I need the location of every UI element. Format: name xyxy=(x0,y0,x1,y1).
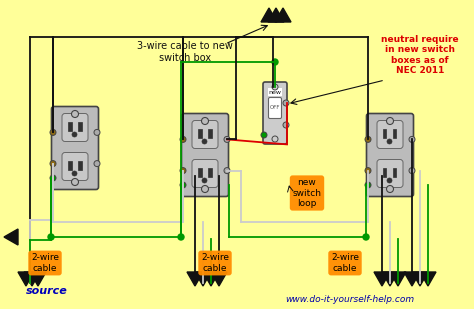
Polygon shape xyxy=(211,272,227,286)
Circle shape xyxy=(48,234,54,240)
Circle shape xyxy=(50,129,56,135)
FancyBboxPatch shape xyxy=(192,121,218,149)
Text: www.do-it-yourself-help.com: www.do-it-yourself-help.com xyxy=(285,294,415,303)
Polygon shape xyxy=(187,272,203,286)
Polygon shape xyxy=(412,272,428,286)
FancyBboxPatch shape xyxy=(268,98,282,118)
FancyBboxPatch shape xyxy=(208,129,211,138)
Circle shape xyxy=(283,100,289,106)
Circle shape xyxy=(72,111,79,117)
Circle shape xyxy=(386,117,393,125)
FancyBboxPatch shape xyxy=(192,159,218,188)
Circle shape xyxy=(365,136,371,142)
Polygon shape xyxy=(275,8,291,22)
Polygon shape xyxy=(390,272,406,286)
Circle shape xyxy=(386,185,393,193)
Circle shape xyxy=(409,167,415,174)
FancyBboxPatch shape xyxy=(78,121,82,130)
Circle shape xyxy=(180,136,186,142)
Polygon shape xyxy=(195,272,211,286)
Text: neutral require
in new switch
boxes as of
NEC 2011: neutral require in new switch boxes as o… xyxy=(381,35,459,75)
Circle shape xyxy=(50,175,56,181)
Circle shape xyxy=(94,129,100,135)
Text: 2-wire
cable: 2-wire cable xyxy=(201,253,229,273)
FancyBboxPatch shape xyxy=(393,167,396,176)
Circle shape xyxy=(72,132,77,137)
Polygon shape xyxy=(4,229,18,245)
FancyBboxPatch shape xyxy=(198,129,201,138)
Polygon shape xyxy=(404,272,420,286)
Circle shape xyxy=(224,167,230,174)
Circle shape xyxy=(272,136,278,142)
Circle shape xyxy=(409,136,415,142)
FancyBboxPatch shape xyxy=(62,113,88,142)
FancyBboxPatch shape xyxy=(393,129,396,138)
FancyBboxPatch shape xyxy=(198,167,201,176)
FancyBboxPatch shape xyxy=(52,107,99,189)
Polygon shape xyxy=(30,272,46,286)
Circle shape xyxy=(178,234,184,240)
Circle shape xyxy=(202,178,207,183)
Text: 2-wire
cable: 2-wire cable xyxy=(31,253,59,273)
Polygon shape xyxy=(261,8,277,22)
Text: new
switch
loop: new switch loop xyxy=(292,178,321,208)
FancyBboxPatch shape xyxy=(208,167,211,176)
FancyBboxPatch shape xyxy=(383,167,386,176)
FancyBboxPatch shape xyxy=(377,121,403,149)
Polygon shape xyxy=(203,272,219,286)
Circle shape xyxy=(224,136,230,142)
Polygon shape xyxy=(374,272,390,286)
Circle shape xyxy=(272,59,278,65)
FancyBboxPatch shape xyxy=(78,160,82,170)
Circle shape xyxy=(201,117,209,125)
FancyBboxPatch shape xyxy=(182,113,228,197)
Polygon shape xyxy=(18,272,34,286)
Circle shape xyxy=(94,161,100,167)
Circle shape xyxy=(202,139,207,144)
FancyBboxPatch shape xyxy=(268,88,282,96)
Circle shape xyxy=(50,161,56,167)
Circle shape xyxy=(363,234,369,240)
Circle shape xyxy=(72,171,77,176)
Circle shape xyxy=(365,182,371,188)
FancyBboxPatch shape xyxy=(383,129,386,138)
FancyBboxPatch shape xyxy=(62,153,88,180)
Text: source: source xyxy=(26,286,68,296)
Text: new: new xyxy=(268,90,282,95)
FancyBboxPatch shape xyxy=(366,113,413,197)
FancyBboxPatch shape xyxy=(68,160,72,170)
Polygon shape xyxy=(268,8,284,22)
Circle shape xyxy=(72,179,79,185)
Circle shape xyxy=(387,178,392,183)
Circle shape xyxy=(261,132,267,138)
FancyBboxPatch shape xyxy=(263,82,287,144)
Circle shape xyxy=(387,139,392,144)
FancyBboxPatch shape xyxy=(377,159,403,188)
Circle shape xyxy=(365,167,371,174)
Text: 2-wire
cable: 2-wire cable xyxy=(331,253,359,273)
Text: OFF: OFF xyxy=(270,104,280,109)
FancyBboxPatch shape xyxy=(68,121,72,130)
Polygon shape xyxy=(420,272,436,286)
Circle shape xyxy=(180,167,186,174)
Circle shape xyxy=(180,182,186,188)
Polygon shape xyxy=(382,272,398,286)
Circle shape xyxy=(283,122,289,128)
Text: 3-wire cable to new
switch box: 3-wire cable to new switch box xyxy=(137,41,233,63)
Circle shape xyxy=(201,185,209,193)
Polygon shape xyxy=(24,272,40,286)
Circle shape xyxy=(272,84,278,90)
